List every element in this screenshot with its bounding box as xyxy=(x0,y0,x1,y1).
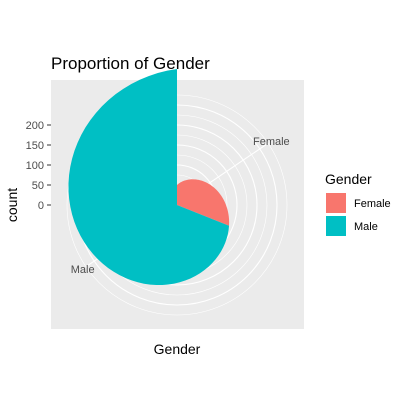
theta-label-female: Female xyxy=(253,136,290,148)
legend-key-male xyxy=(326,216,346,236)
angular-axis-labels: Female Male xyxy=(71,136,290,276)
chart-title: Proportion of Gender xyxy=(51,54,210,73)
y-tick-label: 50 xyxy=(32,180,44,192)
legend-label-male: Male xyxy=(354,221,378,233)
legend-label-female: Female xyxy=(354,198,391,210)
pie-slices xyxy=(68,69,230,286)
y-tick-label: 0 xyxy=(38,200,44,212)
slice-male xyxy=(68,69,230,286)
y-tick-label: 200 xyxy=(26,120,44,132)
y-tick-label: 100 xyxy=(26,160,44,172)
legend-title: Gender xyxy=(325,171,372,187)
radial-axis-ticks: 0 50 100 150 200 xyxy=(26,120,51,212)
x-axis-title: Gender xyxy=(154,341,201,357)
y-tick-label: 150 xyxy=(26,140,44,152)
slice-female xyxy=(177,179,230,226)
y-axis-title: count xyxy=(4,188,20,222)
theta-label-male: Male xyxy=(71,264,95,276)
legend-key-female xyxy=(326,193,346,213)
legend: Gender Female Male xyxy=(325,171,391,236)
